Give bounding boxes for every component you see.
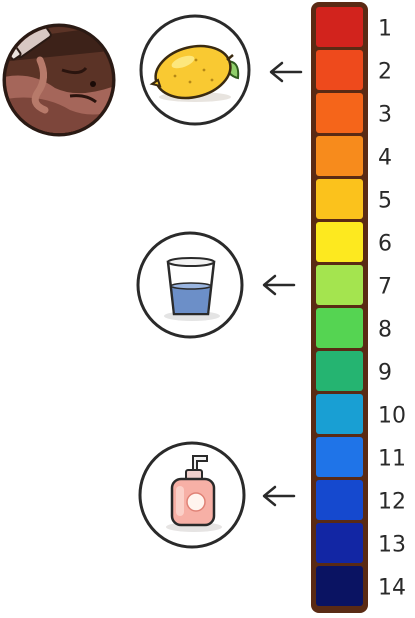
- ph-label-8: 8: [378, 318, 392, 343]
- ph-label-1: 1: [378, 17, 392, 42]
- ph-band-14: [316, 566, 363, 606]
- ph-band-5: [316, 179, 363, 219]
- arrow-to-level-7: [262, 274, 296, 296]
- ph-scale-bar: [311, 2, 368, 613]
- ph-band-3: [316, 93, 363, 133]
- ph-label-4: 4: [378, 146, 392, 171]
- ph-label-9: 9: [378, 361, 392, 386]
- lemon-icon: [139, 14, 251, 126]
- ph-band-8: [316, 308, 363, 348]
- ph-band-2: [316, 50, 363, 90]
- ph-band-4: [316, 136, 363, 176]
- ph-label-13: 13: [378, 533, 406, 558]
- ph-band-11: [316, 437, 363, 477]
- ph-label-10: 10: [378, 404, 406, 429]
- ph-label-11: 11: [378, 447, 406, 472]
- ph-band-12: [316, 480, 363, 520]
- ph-band-6: [316, 222, 363, 262]
- arrow-to-level-2: [269, 61, 303, 83]
- ph-label-14: 14: [378, 576, 406, 601]
- ph-label-5: 5: [378, 189, 392, 214]
- soap-dispenser-icon: [138, 441, 246, 549]
- ph-band-13: [316, 523, 363, 563]
- ph-label-7: 7: [378, 275, 392, 300]
- ph-band-9: [316, 351, 363, 391]
- ph-band-10: [316, 394, 363, 434]
- ph-label-2: 2: [378, 60, 392, 85]
- ph-band-7: [316, 265, 363, 305]
- ph-label-6: 6: [378, 232, 392, 257]
- ph-band-1: [316, 7, 363, 47]
- arrow-to-level-12: [262, 485, 296, 507]
- acid-pouring-on-surface-icon: [2, 23, 116, 137]
- glass-of-water-icon: [136, 231, 244, 339]
- ph-label-12: 12: [378, 490, 406, 515]
- scale-bands: [316, 7, 363, 606]
- ph-label-3: 3: [378, 103, 392, 128]
